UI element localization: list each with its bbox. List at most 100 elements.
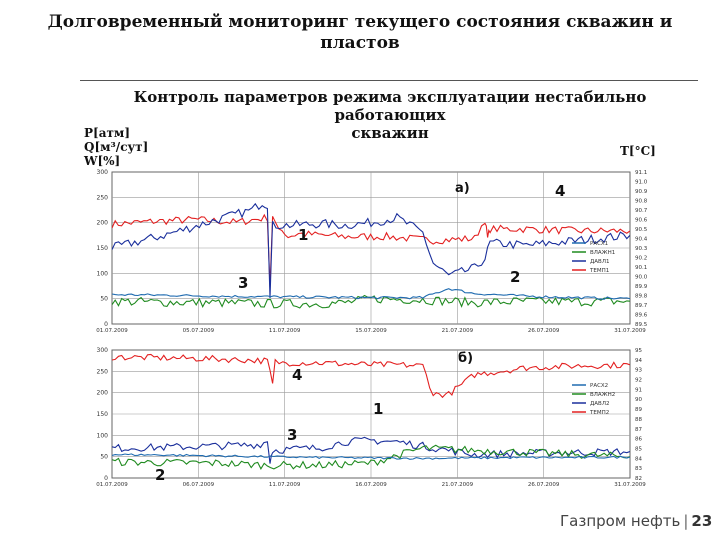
- y-right-tick-label: 91: [635, 387, 642, 393]
- x-tick-label: 31.07.2009: [614, 482, 646, 488]
- legend-entry: ТЕМП1: [589, 268, 609, 274]
- y-right-tick-label: 90.8: [635, 199, 648, 205]
- page-title: Долговременный мониторинг текущего состо…: [40, 12, 680, 54]
- series-line-ТЕМП1: [112, 213, 630, 288]
- x-tick-label: 16.07.2009: [355, 482, 387, 488]
- y-right-tick-label: 90: [635, 397, 642, 403]
- y-right-tick-label: 91.1: [635, 170, 647, 176]
- annotation-label: 1: [373, 400, 383, 418]
- legend-entry: ТЕМП2: [589, 410, 609, 416]
- series-line-РАСХ1: [112, 288, 630, 300]
- panel-label: а): [455, 181, 470, 196]
- annotation-label: 4: [555, 182, 565, 200]
- x-tick-label: 06.07.2009: [183, 482, 215, 488]
- y-right-tick-label: 88: [635, 417, 642, 423]
- annotation-label: 2: [155, 466, 165, 484]
- y-right-tick-label: 94: [635, 358, 642, 364]
- y-right-tick-label: 89.6: [635, 313, 648, 319]
- legend-entry: ВЛАЖН1: [590, 250, 615, 256]
- y-right-tick-label: 89.5: [635, 322, 648, 328]
- flow-unit-label: Q[м³/сут]: [84, 140, 149, 154]
- y-left-tick-label: 150: [97, 411, 109, 418]
- annotation-label: 2: [510, 268, 520, 286]
- y-right-tick-label: 90.0: [635, 275, 648, 281]
- y-left-tick-label: 100: [97, 270, 109, 277]
- y-right-tick-label: 89.8: [635, 294, 648, 300]
- footer-brand: Газпром нефть: [560, 512, 681, 530]
- panel-label: б): [458, 351, 473, 366]
- legend-entry: РАСХ2: [590, 383, 608, 389]
- y-right-tick-label: 89.9: [635, 284, 648, 290]
- y-left-tick-label: 300: [97, 169, 109, 176]
- watercut-unit-label: W[%]: [84, 154, 121, 168]
- series-line-ВЛАЖН2: [112, 444, 630, 470]
- left-axis-units: P[атм] Q[м³/сут] W[%]: [84, 126, 148, 168]
- title-divider: [80, 80, 698, 81]
- y-right-tick-label: 90.3: [635, 246, 648, 252]
- x-tick-label: 21.07.2009: [442, 328, 474, 334]
- legend-entry: ВЛАЖН2: [590, 392, 615, 398]
- y-left-tick-label: 200: [97, 220, 109, 227]
- y-right-tick-label: 90.1: [635, 265, 647, 271]
- y-right-tick-label: 89: [635, 407, 642, 413]
- y-right-tick-label: 91.0: [635, 180, 648, 186]
- annotation-label: 3: [238, 274, 248, 292]
- y-left-tick-label: 0: [104, 475, 108, 482]
- y-right-tick-label: 83: [635, 466, 642, 472]
- subtitle-line-1: Контроль параметров режима эксплуатации …: [133, 88, 647, 124]
- x-tick-label: 05.07.2009: [183, 328, 215, 334]
- y-right-tick-label: 90.4: [635, 237, 648, 243]
- y-left-tick-label: 250: [97, 368, 109, 375]
- y-right-tick-label: 90.7: [635, 208, 648, 214]
- y-right-tick-label: 90.6: [635, 218, 648, 224]
- x-tick-label: 11.07.2009: [269, 482, 301, 488]
- y-right-tick-label: 90.9: [635, 189, 648, 195]
- x-tick-label: 26.07.2009: [528, 482, 560, 488]
- series-line-ДАВЛ1: [112, 202, 630, 299]
- subtitle-line-2: скважин: [351, 124, 429, 142]
- page-subtitle: Контроль параметров режима эксплуатации …: [90, 88, 690, 142]
- y-left-tick-label: 50: [100, 296, 108, 303]
- pressure-unit-label: P[атм]: [84, 126, 131, 140]
- footer-separator: |: [683, 512, 689, 530]
- y-left-tick-label: 50: [100, 454, 108, 461]
- x-tick-label: 31.07.2009: [614, 328, 646, 334]
- title-line-2: пластов: [320, 33, 400, 53]
- y-left-tick-label: 0: [104, 321, 108, 328]
- legend-entry: РАСХ1: [590, 241, 608, 247]
- y-right-tick-label: 95: [635, 348, 642, 354]
- footer: Газпром нефть | 23: [560, 512, 712, 530]
- series-line-РАСХ2: [112, 453, 630, 460]
- legend-entry: ДАВЛ1: [590, 259, 609, 265]
- y-right-tick-label: 92: [635, 378, 642, 384]
- y-right-tick-label: 87: [635, 427, 642, 433]
- y-left-tick-label: 250: [97, 194, 109, 201]
- y-right-tick-label: 82: [635, 476, 642, 482]
- x-tick-label: 21.07.2009: [442, 482, 474, 488]
- chart-panel-1: [111, 171, 631, 325]
- legend-entry: ДАВЛ2: [590, 401, 609, 407]
- x-tick-label: 11.07.2009: [269, 328, 301, 334]
- y-right-tick-label: 84: [635, 456, 642, 462]
- y-left-tick-label: 100: [97, 432, 109, 439]
- chart-panel-2: [111, 349, 631, 479]
- annotation-label: 1: [298, 226, 308, 244]
- x-tick-label: 15.07.2009: [355, 328, 387, 334]
- y-left-tick-label: 300: [97, 347, 109, 354]
- y-left-tick-label: 150: [97, 245, 109, 252]
- title-line-1: Долговременный мониторинг текущего состо…: [47, 12, 673, 32]
- annotation-label: 4: [292, 366, 302, 384]
- y-right-tick-label: 89.7: [635, 303, 648, 309]
- series-line-ТЕМП2: [112, 353, 630, 399]
- y-right-tick-label: 93: [635, 368, 642, 374]
- annotation-label: 3: [287, 426, 297, 444]
- temperature-unit-label: T[°C]: [620, 144, 656, 158]
- x-tick-label: 01.07.2009: [96, 482, 128, 488]
- y-right-tick-label: 85: [635, 446, 642, 452]
- y-right-tick-label: 90.2: [635, 256, 647, 262]
- x-tick-label: 26.07.2009: [528, 328, 560, 334]
- y-right-tick-label: 90.5: [635, 227, 648, 233]
- y-right-tick-label: 86: [635, 437, 642, 443]
- x-tick-label: 01.07.2009: [96, 328, 128, 334]
